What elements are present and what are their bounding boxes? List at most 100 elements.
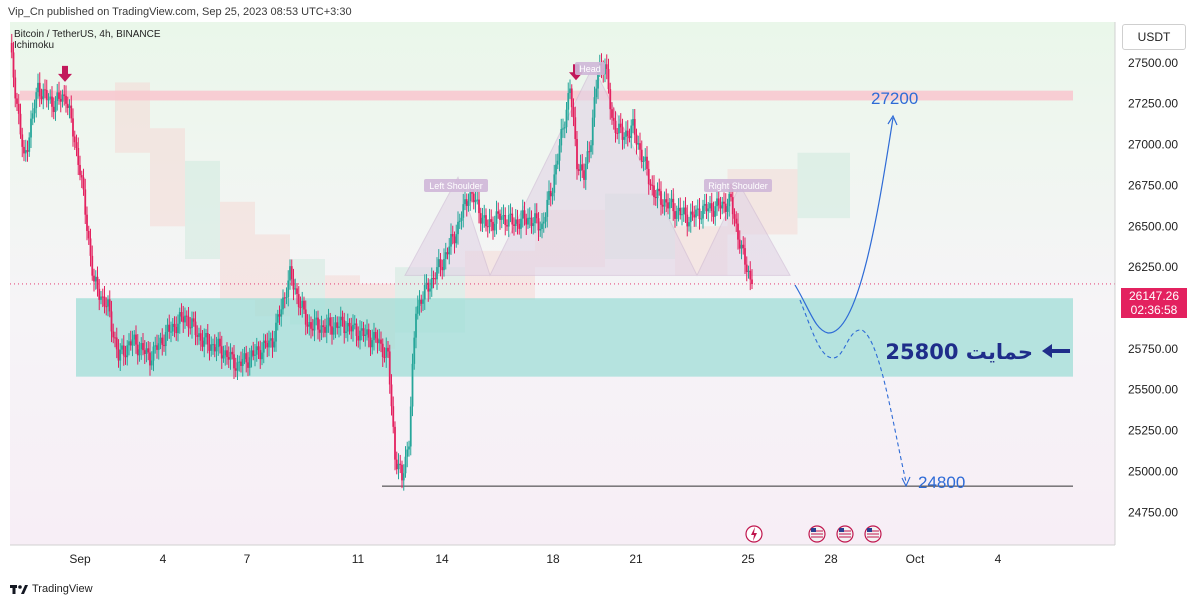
candle-body [205, 333, 207, 338]
x-axis[interactable]: Sep 4 7 11 14 18 21 25 28 Oct 4 [10, 544, 1115, 566]
candle-body [287, 280, 290, 298]
candle-body [511, 213, 514, 225]
candle-body [121, 345, 123, 350]
candle-body [278, 314, 281, 317]
candle-body [728, 193, 731, 207]
candle-body [509, 213, 512, 216]
candle-body [518, 223, 521, 229]
candle-body [336, 322, 339, 329]
y-tick-label: 25250.00 [1128, 424, 1178, 438]
cloud-segment [150, 128, 185, 227]
candle-body [353, 323, 356, 325]
candle-body [84, 189, 87, 215]
publish-info: Vip_Cn published on TradingView.com, Sep… [8, 6, 352, 18]
x-tick-label: 14 [435, 552, 449, 566]
candle-body [192, 318, 195, 322]
candle-body [166, 324, 169, 333]
candle-body [145, 348, 148, 354]
candle-body [415, 313, 417, 338]
cloud-segment [185, 160, 220, 259]
target-label-27200: 27200 [871, 89, 918, 108]
candle-body [343, 320, 346, 334]
candle-body [275, 322, 277, 342]
candle-body [296, 288, 298, 295]
candle-body [252, 350, 255, 356]
candle-body [597, 71, 599, 89]
y-tick-label: 27250.00 [1128, 97, 1178, 111]
candle-body [423, 284, 426, 300]
candle-body [201, 340, 204, 347]
candle-body [572, 107, 575, 118]
candle-body [504, 215, 507, 226]
bar-countdown: 02:36:58 [1130, 303, 1178, 317]
candle-body [500, 216, 503, 220]
candle-body [637, 143, 640, 145]
y-tick-label: 24750.00 [1128, 505, 1178, 519]
chart-legend: Bitcoin / TetherUS, 4h, BINANCE Ichimoku [14, 29, 161, 51]
candle-body [126, 345, 129, 358]
candle-body [332, 327, 335, 335]
candle-body [150, 360, 153, 366]
candle-body [303, 300, 305, 310]
y-axis[interactable]: 27500.00 27250.00 27000.00 26750.00 26500.00… [1114, 22, 1178, 545]
candle-body [502, 215, 505, 217]
candle-body [371, 340, 374, 348]
candle-body [651, 184, 654, 186]
candle-body [532, 223, 535, 227]
candle-body [472, 193, 475, 203]
candle-body [679, 207, 682, 216]
candle-body [630, 125, 633, 139]
candle-body [289, 266, 291, 281]
footer-brand[interactable]: TradingView [10, 583, 93, 595]
candle-body [674, 211, 676, 219]
candle-body [733, 214, 736, 219]
candle-body [44, 89, 46, 91]
candle-body [203, 337, 206, 347]
candle-body [693, 214, 696, 218]
candle-body [381, 343, 384, 357]
candle-body [31, 113, 34, 119]
candle-body [595, 88, 598, 98]
candle-body [632, 119, 634, 126]
currency-button[interactable]: USDT [1122, 24, 1186, 50]
candle-body [471, 192, 473, 194]
candle-body [726, 206, 729, 212]
candle-body [537, 218, 540, 231]
candle-body [737, 223, 739, 240]
candle-body [567, 93, 570, 110]
candle-body [306, 324, 309, 327]
candle-body [180, 312, 183, 317]
candle-body [10, 42, 13, 53]
candle-body [355, 323, 358, 336]
candle-body [115, 337, 118, 350]
candle-body [490, 219, 493, 222]
candle-body [495, 211, 498, 224]
candle-body [317, 317, 319, 330]
candle-body [311, 328, 314, 331]
candle-body [266, 342, 269, 348]
candle-body [229, 351, 232, 360]
candle-body [418, 299, 421, 306]
candle-body [698, 208, 701, 220]
candle-body [339, 316, 342, 327]
candle-body [82, 177, 85, 190]
candle-body [584, 163, 587, 180]
candle-body [640, 149, 643, 162]
candle-body [285, 297, 288, 299]
candle-body [672, 198, 675, 212]
candle-body [588, 151, 591, 153]
candle-body [217, 338, 220, 348]
candle-body [483, 215, 486, 218]
candle-body [723, 201, 725, 204]
indicator-name[interactable]: Ichimoku [14, 40, 55, 51]
candle-body [462, 204, 465, 218]
bearish-projection-path [799, 299, 907, 483]
candle-body [719, 205, 722, 209]
candle-body [292, 279, 295, 290]
cloud-segment [220, 201, 255, 300]
bullish-projection-path [794, 117, 894, 334]
candle-body [399, 463, 402, 465]
candle-body [280, 309, 283, 317]
y-tick-label: 27000.00 [1128, 138, 1178, 152]
